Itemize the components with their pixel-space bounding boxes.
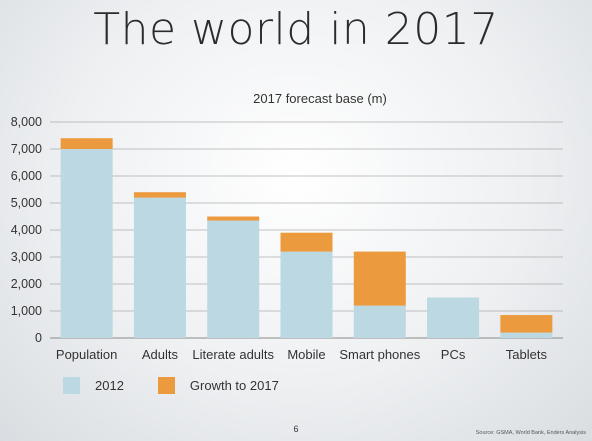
bar-growth — [133, 192, 186, 198]
source-note: Source: GSMA, World Bank, Enders Analysi… — [475, 430, 586, 436]
bar-2012 — [60, 149, 113, 338]
legend-swatch-growth — [157, 376, 175, 394]
y-tick-label: 1,000 — [11, 304, 42, 318]
y-tick-label: 7,000 — [11, 142, 42, 156]
bar-2012 — [133, 197, 186, 338]
bar-growth — [280, 232, 333, 252]
x-category-label: Mobile — [287, 347, 325, 362]
legend-swatch-2012 — [63, 376, 80, 394]
bar-2012 — [280, 251, 333, 338]
chart-title: 2017 forecast base (m) — [253, 91, 387, 106]
y-tick-label: 0 — [35, 331, 42, 345]
y-tick-label: 8,000 — [11, 115, 42, 129]
x-axis-categories: Population Adults Literate adults Mobile Sma… — [56, 347, 548, 362]
x-category-label: Tablets — [506, 347, 548, 362]
bar-2012 — [353, 305, 406, 338]
bar-growth — [60, 138, 113, 149]
y-tick-label: 3,000 — [11, 250, 42, 264]
bar-2012 — [207, 220, 260, 338]
y-tick-label: 4,000 — [11, 223, 42, 237]
x-category-label: Population — [56, 347, 117, 362]
bars — [60, 138, 553, 338]
bar-2012 — [500, 332, 553, 338]
slide-title: The world in 2017 — [93, 4, 499, 55]
x-category-label: Adults — [142, 347, 179, 362]
y-tick-label: 2,000 — [11, 277, 42, 291]
legend-item-2012: 2012 — [63, 376, 124, 394]
legend: 2012 Growth to 2017 — [63, 376, 313, 394]
x-category-label: Smart phones — [339, 347, 420, 362]
bar-growth — [353, 251, 406, 306]
y-tick-label: 6,000 — [11, 169, 42, 183]
x-category-label: PCs — [441, 347, 466, 362]
page-number: 6 — [293, 424, 299, 434]
legend-label-growth: Growth to 2017 — [189, 377, 279, 393]
bar-2012 — [427, 297, 480, 338]
bar-growth — [207, 216, 260, 221]
bar-growth — [500, 315, 553, 333]
x-category-label: Literate adults — [192, 347, 274, 362]
y-axis-ticks: 0 1,000 2,000 3,000 4,000 5,000 6,000 7,000 8,00… — [11, 115, 42, 345]
legend-label-2012: 2012 — [95, 377, 124, 393]
legend-item-growth: Growth to 2017 — [157, 376, 279, 394]
y-tick-label: 5,000 — [11, 196, 42, 210]
